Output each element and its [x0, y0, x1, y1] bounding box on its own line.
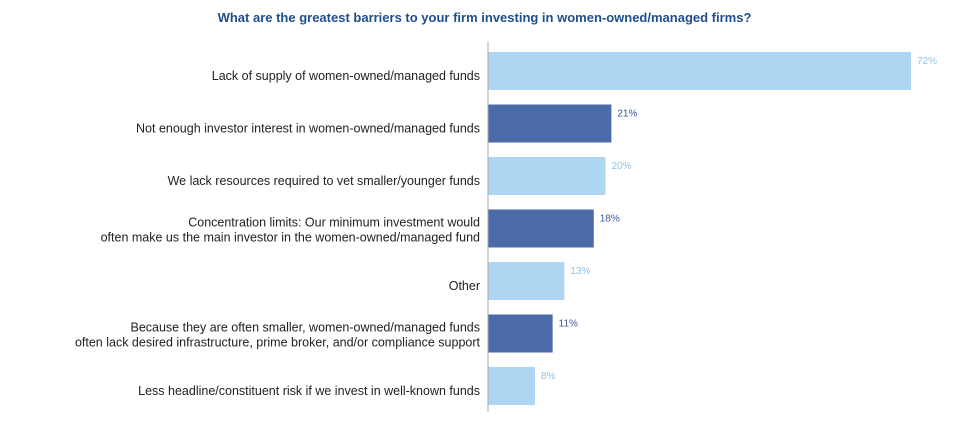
category-label: Not enough investor interest in women-ow… [136, 122, 480, 136]
category-label: often make us the main investor in the w… [101, 231, 480, 245]
category-label: Because they are often smaller, women-ow… [130, 321, 480, 335]
bar [488, 157, 606, 195]
chart-title: What are the greatest barriers to your f… [217, 10, 752, 25]
value-label: 8% [541, 371, 556, 382]
bar [488, 209, 594, 248]
bar [488, 262, 565, 300]
value-label: 72% [917, 56, 937, 67]
bar [488, 52, 911, 90]
bar [488, 367, 535, 405]
bar [488, 104, 612, 143]
category-label: Other [449, 279, 480, 293]
value-label: 21% [617, 109, 637, 120]
value-label: 13% [570, 266, 590, 277]
category-label: We lack resources required to vet smalle… [168, 174, 480, 188]
category-label: Lack of supply of women-owned/managed fu… [212, 69, 480, 83]
category-label: often lack desired infrastructure, prime… [75, 336, 481, 350]
category-label: Less headline/constituent risk if we inv… [138, 384, 480, 398]
value-label: 18% [600, 214, 620, 225]
category-label: Concentration limits: Our minimum invest… [188, 216, 480, 230]
bar [488, 314, 553, 353]
value-label: 11% [559, 319, 578, 330]
value-label: 20% [612, 161, 632, 172]
